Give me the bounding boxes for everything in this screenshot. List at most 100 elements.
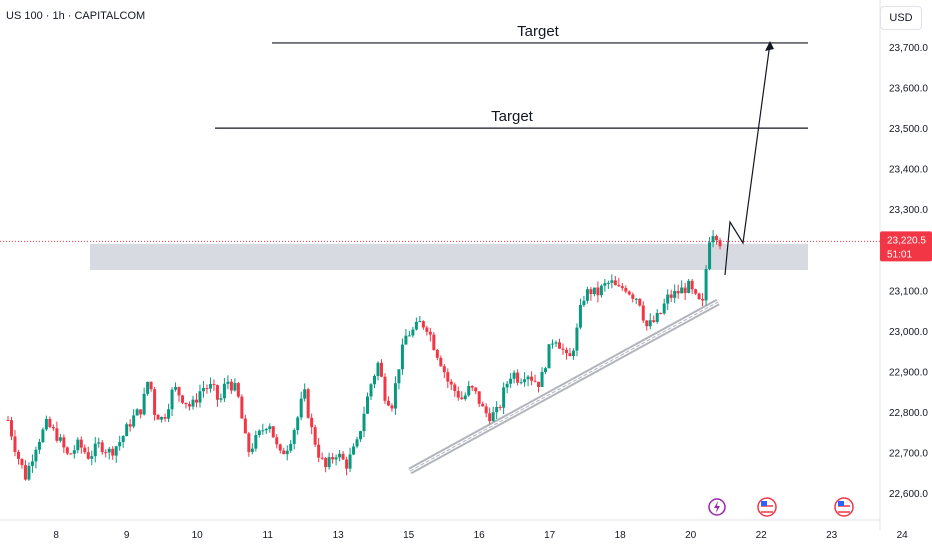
candle-body [571, 350, 575, 357]
candle-body [446, 372, 450, 382]
candle-body [641, 305, 645, 321]
candle-body [708, 242, 712, 270]
candle-body [481, 403, 485, 407]
candle-body [547, 344, 551, 369]
candle-body [421, 321, 425, 328]
x-tick-label: 10 [192, 530, 204, 541]
candle-body [268, 426, 272, 429]
candle-body [568, 353, 572, 357]
candle-body [669, 294, 673, 298]
candle-body [118, 442, 122, 447]
candle-body [156, 414, 160, 420]
candle-body [104, 452, 108, 454]
candle-body [582, 300, 586, 306]
candle-body [292, 430, 296, 444]
candle-body [449, 381, 453, 385]
candle-body [86, 452, 90, 459]
candle-body [41, 429, 45, 442]
candle-body [247, 433, 251, 453]
candle-body [174, 387, 178, 390]
candle-body [495, 406, 499, 413]
candle-body [599, 285, 603, 296]
candle-body [226, 381, 230, 384]
candle-body [592, 287, 596, 295]
candle-body [407, 335, 411, 337]
candle-body [345, 459, 349, 469]
currency-button[interactable]: USD [880, 6, 922, 30]
candle-body [526, 376, 530, 380]
x-tick-label: 17 [544, 530, 556, 541]
candle-body [456, 391, 460, 398]
candle-body [512, 372, 516, 379]
candle-body [376, 362, 380, 377]
candle-body [603, 283, 607, 286]
candle-body [366, 396, 370, 414]
candle-body [167, 409, 171, 419]
candle-body [352, 446, 356, 455]
candle-body [585, 289, 589, 301]
y-tick-label: 23,100.0 [889, 286, 928, 297]
x-tick-label: 15 [403, 530, 415, 541]
candle-body [51, 427, 55, 429]
candle-body [219, 398, 223, 400]
candle-body [313, 427, 317, 445]
candle-body [414, 321, 418, 330]
candle-body [139, 409, 143, 415]
candle-body [690, 280, 694, 290]
candle-body [701, 299, 705, 301]
candle-body [310, 417, 314, 428]
candle-body [697, 293, 701, 300]
candle-body [617, 285, 621, 287]
candle-body [655, 312, 659, 322]
y-tick-label: 23,700.0 [889, 43, 928, 54]
candle-body [37, 441, 41, 450]
candle-body [523, 379, 527, 383]
candle-body [662, 303, 666, 314]
projection-path [724, 42, 771, 276]
candle-body [299, 398, 303, 418]
flag-canton [761, 501, 767, 506]
candle-body [100, 442, 104, 453]
price-tag-price: 23,220.5 [887, 235, 926, 246]
candle-body [578, 305, 582, 328]
candle-body [631, 294, 635, 299]
candle-body [76, 439, 80, 451]
candle-body [233, 383, 237, 391]
candle-body [509, 378, 513, 384]
candle-body [425, 327, 429, 332]
candle-body [146, 381, 150, 394]
candle-body [383, 376, 387, 401]
candle-body [324, 457, 328, 468]
candle-body [400, 344, 404, 370]
target-label: Target [517, 23, 560, 40]
candle-body [530, 376, 534, 381]
candle-body [624, 288, 628, 292]
x-tick-label: 18 [615, 530, 627, 541]
candle-body [564, 349, 568, 354]
candle-body [551, 343, 555, 345]
candle-body [13, 436, 17, 452]
candle-body [648, 320, 652, 327]
candle-body [303, 389, 307, 399]
candle-body [477, 391, 481, 404]
candle-body [261, 430, 265, 432]
candle-body [348, 454, 352, 469]
x-tick-label: 11 [263, 530, 274, 541]
candle-body [208, 384, 212, 389]
candle-body [93, 443, 97, 457]
candle-body [610, 280, 614, 283]
candle-body [69, 453, 73, 455]
candle-body [30, 461, 34, 466]
candle-body [79, 439, 83, 448]
candle-body [516, 372, 520, 383]
candle-body [289, 443, 293, 451]
candle-body [58, 437, 62, 441]
x-tick-label: 9 [124, 530, 130, 541]
candle-body [575, 327, 579, 351]
candle-body [404, 335, 408, 345]
candle-body [327, 457, 331, 468]
candle-body [386, 400, 390, 406]
candle-body [355, 439, 359, 447]
candle-body [163, 417, 167, 419]
candle-body [554, 342, 558, 344]
